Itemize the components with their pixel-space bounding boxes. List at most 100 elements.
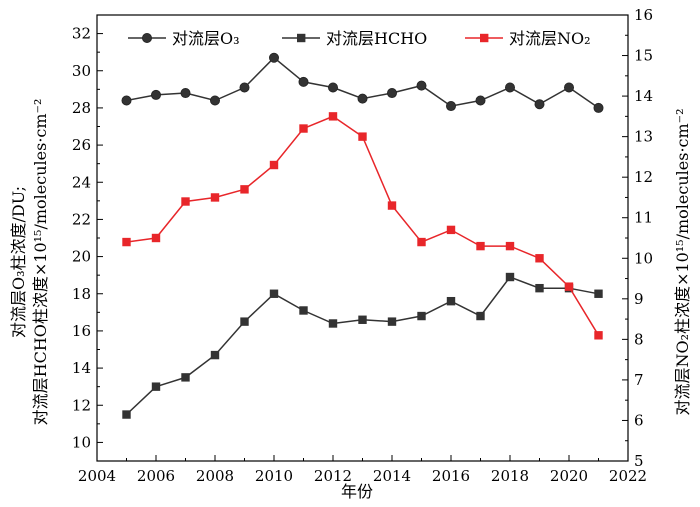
data-point (180, 88, 191, 99)
x-axis: 2004 2006 2008 2010 2012 2014 2016 2018 2020 2022 (78, 455, 647, 485)
data-point (505, 241, 515, 251)
data-point (298, 76, 309, 87)
data-point (505, 272, 515, 282)
data-point (239, 82, 250, 93)
data-point (504, 82, 515, 93)
left-tick-label: 10 (72, 433, 91, 451)
data-point (299, 124, 308, 133)
data-point (269, 289, 279, 298)
data-point (328, 319, 338, 328)
data-point (387, 317, 397, 326)
left-tick-label: 20 (72, 248, 91, 266)
data-point (210, 193, 220, 202)
data-point (386, 88, 397, 99)
left-tick-label: 24 (72, 173, 91, 191)
data-point (358, 132, 367, 141)
left-tick-label: 16 (72, 322, 91, 340)
series-layer (121, 52, 604, 419)
x-tick-label: 2016 (432, 467, 470, 485)
series-line (126, 115, 600, 336)
right-tick-label: 16 (634, 6, 653, 24)
data-point (446, 296, 456, 306)
left-tick-label: 18 (72, 285, 91, 303)
data-point (594, 289, 603, 298)
series-2 (122, 272, 603, 419)
data-point (475, 95, 486, 106)
x-tick-label: 2012 (314, 467, 352, 485)
data-point (445, 101, 456, 112)
left-tick-label: 30 (72, 62, 91, 80)
x-tick-label: 2004 (78, 467, 116, 485)
data-point (240, 317, 249, 326)
data-point (122, 237, 131, 247)
x-tick-label: 2006 (137, 467, 175, 485)
left-axis-title-line2: 对流层HCHO柱浓度×10¹⁵/molecules·cm⁻² (31, 99, 50, 426)
data-point (417, 237, 426, 247)
data-point (181, 197, 190, 206)
data-point (328, 112, 338, 121)
right-tick-label: 13 (634, 128, 653, 146)
data-point (151, 382, 161, 391)
right-tick-label: 11 (634, 209, 653, 227)
series-line (125, 276, 599, 416)
left-axis-title-line1: 对流层O₃柱浓度/DU; (9, 186, 28, 338)
data-point (210, 350, 220, 360)
legend-label: 对流层O₃ (172, 29, 240, 48)
right-tick-label: 9 (634, 290, 644, 308)
legend-marker (297, 33, 306, 43)
legend-label: 对流层NO₂ (509, 29, 591, 48)
x-tick-label: 2022 (609, 467, 647, 485)
plot-border (96, 14, 629, 462)
legend-entry-1: 对流层O₃ (128, 29, 240, 48)
left-axis: 10 12 14 16 18 20 22 24 26 28 30 32 (72, 14, 103, 462)
right-tick-label: 8 (634, 330, 644, 348)
data-point (593, 102, 604, 113)
right-axis-title: 对流层NO₂柱浓度×10¹⁵/molecules·cm⁻² (673, 108, 692, 415)
data-point (416, 80, 427, 91)
legend-marker (480, 33, 489, 43)
left-tick-label: 26 (72, 136, 91, 154)
data-point (535, 283, 544, 293)
data-point (446, 225, 456, 235)
data-point (358, 315, 367, 324)
data-point (535, 254, 544, 263)
series-3 (122, 112, 603, 340)
data-point (327, 82, 338, 93)
right-axis: 5 6 7 8 9 10 11 12 13 14 15 16 (622, 6, 653, 470)
left-tick-label: 14 (72, 359, 91, 377)
legend-marker (141, 33, 152, 44)
data-point (299, 306, 308, 315)
data-point (181, 373, 190, 382)
x-tick-label: 2018 (491, 467, 529, 485)
legend-entry-3: 对流层NO₂ (465, 29, 591, 48)
data-point (564, 82, 575, 93)
x-tick-label: 2010 (255, 467, 293, 485)
x-tick-label: 2020 (550, 467, 588, 485)
x-axis-title: 年份 (341, 482, 373, 501)
right-tick-label: 5 (634, 452, 644, 470)
data-point (240, 185, 249, 194)
legend: 对流层O₃ 对流层HCHO 对流层NO₂ (128, 29, 591, 48)
plot-frame (96, 14, 629, 462)
right-tick-label: 14 (634, 87, 653, 105)
left-tick-label: 32 (72, 25, 91, 43)
right-tick-label: 12 (634, 168, 653, 186)
right-tick-label: 10 (634, 249, 653, 267)
legend-entry-2: 对流层HCHO (282, 29, 427, 48)
x-tick-label: 2008 (196, 467, 234, 485)
data-point (564, 282, 574, 291)
data-point (417, 311, 426, 321)
data-point (357, 93, 368, 104)
data-point (594, 331, 603, 340)
right-tick-label: 6 (634, 411, 644, 429)
left-tick-label: 28 (72, 99, 91, 117)
data-point (121, 95, 132, 106)
right-tick-label: 15 (634, 47, 653, 65)
data-point (476, 311, 485, 321)
data-point (268, 52, 279, 63)
x-tick-label: 2014 (373, 467, 411, 485)
data-point (209, 95, 220, 106)
data-point (151, 233, 161, 243)
data-point (476, 241, 485, 251)
